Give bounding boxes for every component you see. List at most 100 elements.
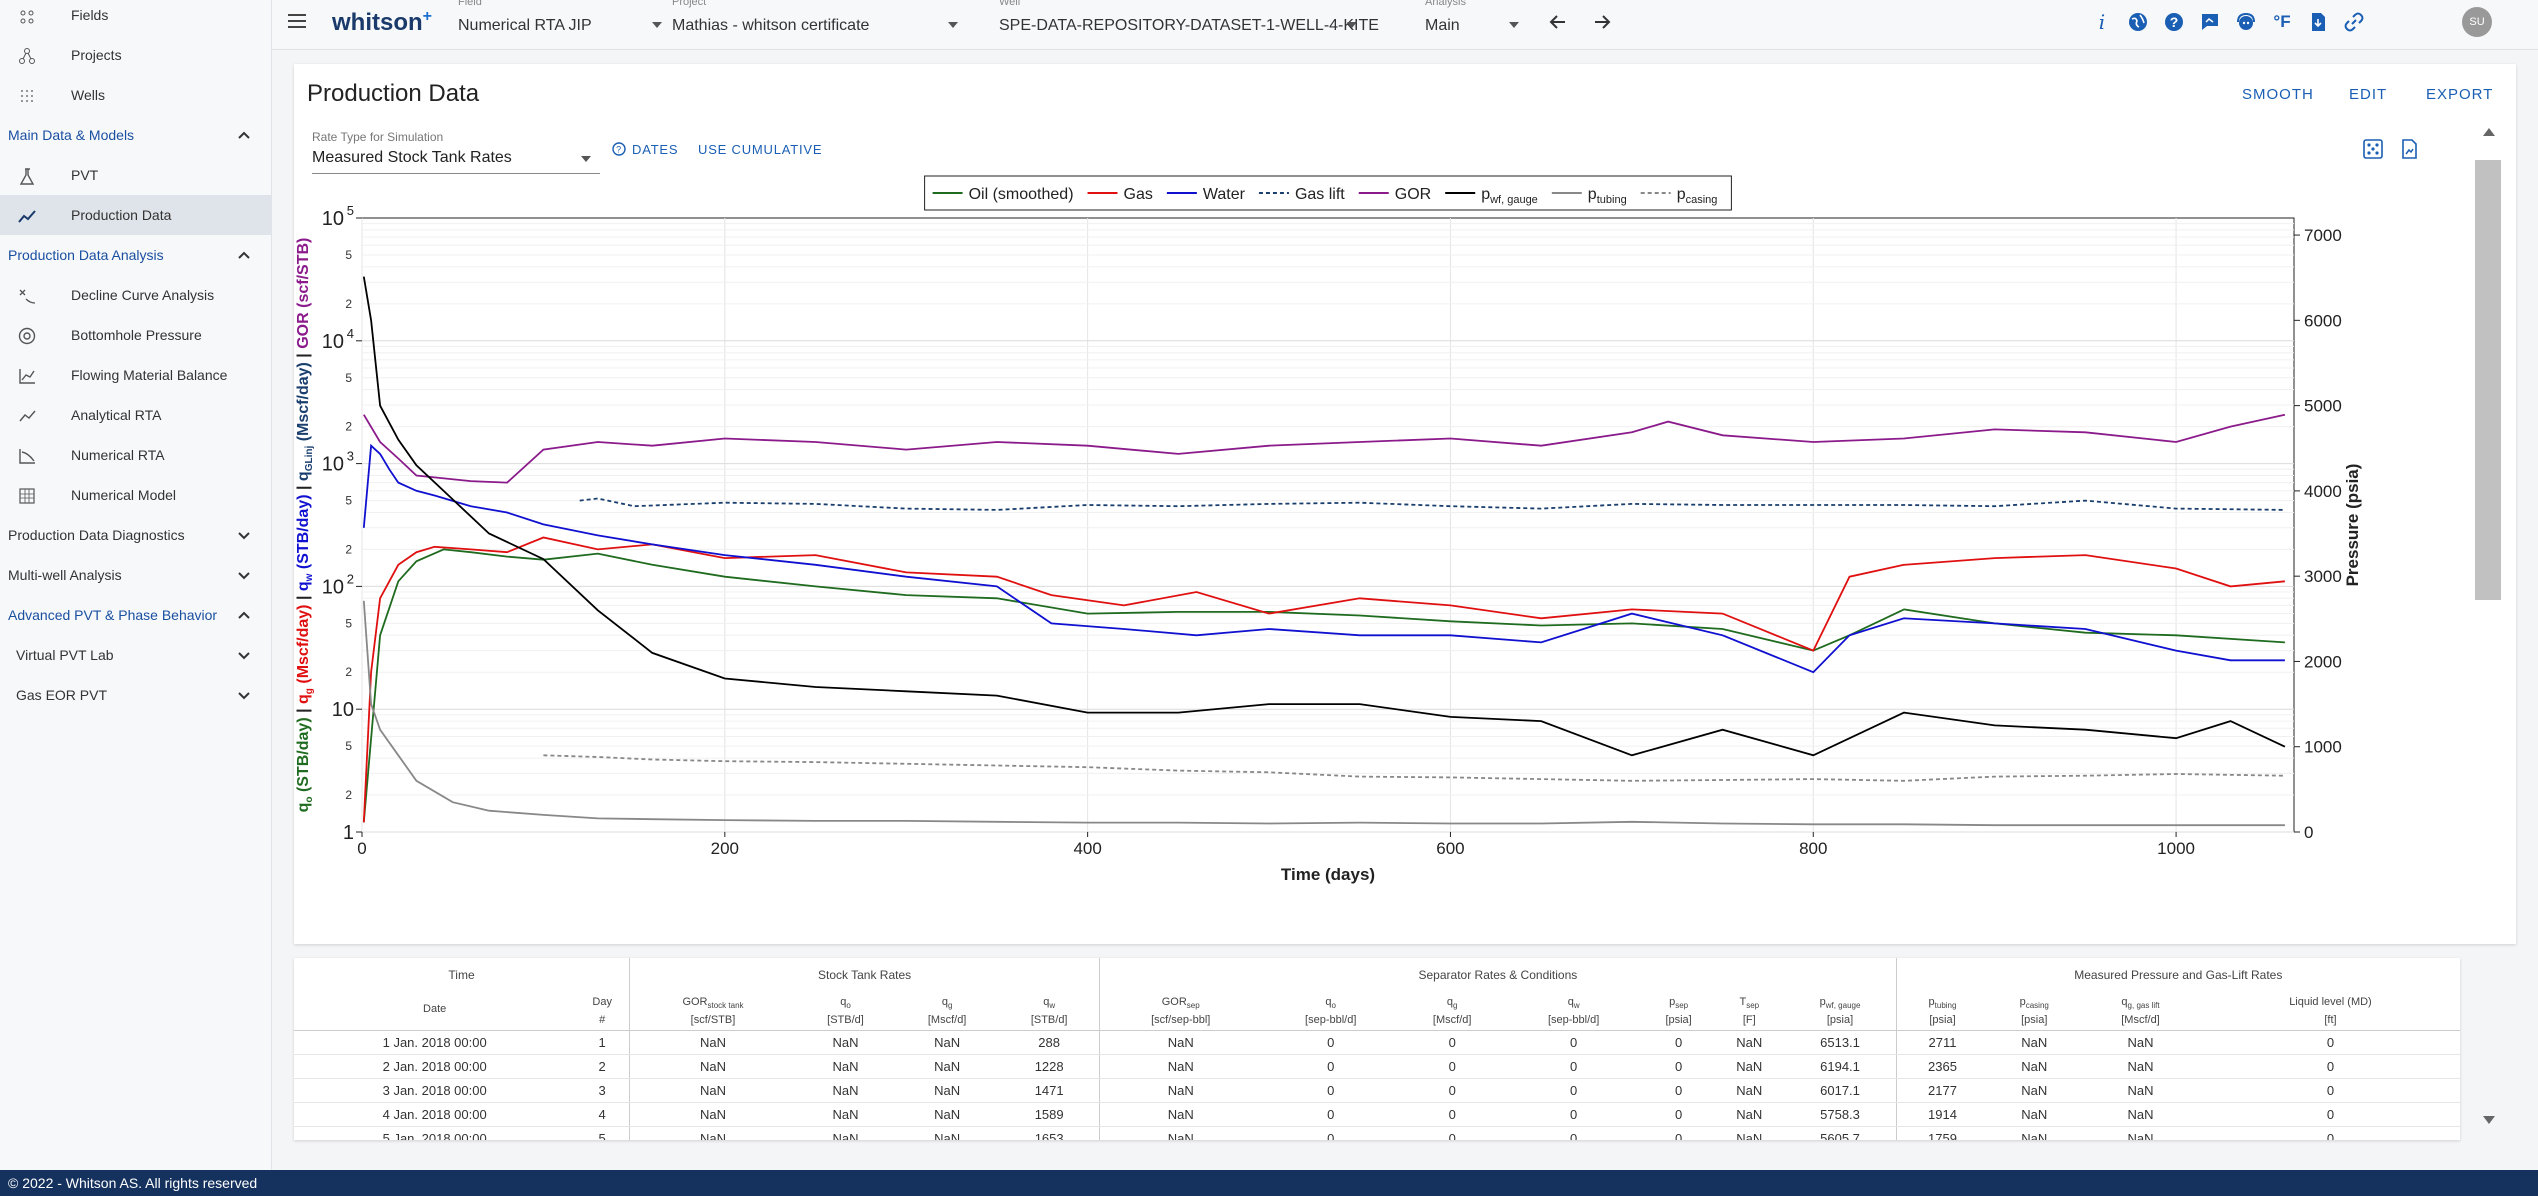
legend-label[interactable]: Gas bbox=[1124, 186, 1153, 203]
sidebar-item-bottomhole-pressure[interactable]: Bottomhole Pressure bbox=[0, 315, 271, 355]
column-header[interactable]: qo [STB/d] bbox=[795, 992, 896, 1031]
sidebar-item-numerical-rta[interactable]: Numerical RTA bbox=[0, 435, 271, 475]
use-cumulative-button[interactable]: USE CUMULATIVE bbox=[698, 142, 823, 157]
units-icon[interactable]: °F bbox=[2266, 6, 2298, 38]
smooth-button[interactable]: SMOOTH bbox=[2242, 86, 2314, 103]
x-tick-label: 600 bbox=[1436, 839, 1464, 858]
column-header[interactable]: Tsep [F] bbox=[1714, 992, 1785, 1031]
column-header[interactable]: ptubing [psia] bbox=[1896, 992, 1989, 1031]
sidebar-group-gas-eor-pvt[interactable]: Gas EOR PVT bbox=[0, 675, 271, 715]
scroll-thumb[interactable] bbox=[2475, 160, 2501, 600]
legend-label[interactable]: Gas lift bbox=[1295, 186, 1345, 203]
column-header[interactable]: pwf, gauge [psia] bbox=[1784, 992, 1897, 1031]
legend-label[interactable]: GOR bbox=[1395, 186, 1431, 203]
column-header[interactable]: pcasing [psia] bbox=[1988, 992, 2081, 1031]
column-header[interactable]: Date bbox=[294, 992, 576, 1031]
sidebar-item-pvt[interactable]: PVT bbox=[0, 155, 271, 195]
sidebar-item-numerical-model[interactable]: Numerical Model bbox=[0, 475, 271, 515]
arrow-right-icon[interactable] bbox=[1586, 6, 1618, 38]
sidebar-group-multi-well-analysis[interactable]: Multi-well Analysis bbox=[0, 555, 271, 595]
download-icon[interactable] bbox=[2302, 6, 2334, 38]
column-header[interactable]: GORstock tank [scf/STB] bbox=[629, 992, 796, 1031]
y-left-minor-label: 5 bbox=[345, 494, 352, 508]
support-icon[interactable] bbox=[2230, 6, 2262, 38]
sidebar-group-virtual-pvt-lab[interactable]: Virtual PVT Lab bbox=[0, 635, 271, 675]
y-left-axis-label-part: q bbox=[295, 694, 312, 704]
table-row[interactable]: 5 Jan. 2018 00:00 5 NaN NaN NaN 1653 NaN 0 0 0 0 Na… bbox=[294, 1126, 2460, 1140]
globe-icon[interactable] bbox=[2122, 6, 2154, 38]
sidebar-group-production-data-diagnostics[interactable]: Production Data Diagnostics bbox=[0, 515, 271, 555]
well-caption: Well bbox=[999, 0, 1021, 8]
column-header[interactable]: Day # bbox=[575, 992, 631, 1031]
sidebar-group-advanced-pvt-phase-behavior[interactable]: Advanced PVT & Phase Behavior bbox=[0, 595, 271, 635]
chevron-down-icon bbox=[238, 572, 250, 580]
analysis-select[interactable]: Analysis Main bbox=[1425, 0, 1525, 50]
sidebar-item-fields[interactable]: Fields bbox=[0, 0, 271, 35]
link-icon[interactable] bbox=[2338, 6, 2370, 38]
sidebar-item-wells[interactable]: Wells bbox=[0, 75, 271, 115]
sidebar-group-main-data-models[interactable]: Main Data & Models bbox=[0, 115, 271, 155]
column-header[interactable]: GORsep [scf/sep-bbl] bbox=[1099, 992, 1262, 1031]
column-header[interactable]: qw [STB/d] bbox=[999, 992, 1101, 1031]
column-header[interactable]: qg, gas lift [Mscf/d] bbox=[2080, 992, 2201, 1031]
table-cell: 1759 bbox=[1896, 1126, 1989, 1140]
arrow-left-icon[interactable] bbox=[1542, 6, 1574, 38]
dates-button[interactable]: ? DATES bbox=[612, 142, 678, 157]
table-row[interactable]: 1 Jan. 2018 00:00 1 NaN NaN NaN 288 NaN 0 0 0 0 NaN… bbox=[294, 1030, 2460, 1055]
vertical-scrollbar[interactable] bbox=[2470, 120, 2504, 1130]
sidebar-item-flowing-material-balance[interactable]: Flowing Material Balance bbox=[0, 355, 271, 395]
legend-label[interactable]: Water bbox=[1203, 186, 1246, 203]
brand-logo[interactable]: whitson+ bbox=[332, 8, 432, 37]
column-header[interactable]: Liquid level (MD) [ft] bbox=[2200, 992, 2460, 1031]
table-cell: 288 bbox=[999, 1030, 1101, 1055]
y-left-tick-label: 10 bbox=[332, 699, 354, 721]
info-icon[interactable]: i bbox=[2098, 10, 2106, 34]
y-right-tick-label: 4000 bbox=[2304, 482, 2342, 501]
dates-label: DATES bbox=[632, 142, 679, 157]
column-header[interactable]: qg [Mscf/d] bbox=[895, 992, 1000, 1031]
table-cell: NaN bbox=[1714, 1030, 1785, 1055]
chevron-down-icon bbox=[652, 22, 662, 28]
chart-settings-icon[interactable] bbox=[2362, 138, 2386, 162]
y-left-minor-label: 2 bbox=[345, 420, 352, 434]
rate-type-underline bbox=[312, 173, 600, 174]
sidebar-item-label: Wells bbox=[71, 87, 105, 103]
column-header[interactable]: qo [sep-bbl/d] bbox=[1261, 992, 1401, 1031]
y-left-tick-label: 10 bbox=[322, 331, 344, 353]
project-select[interactable]: Project Mathias - whitson certificate bbox=[672, 0, 972, 50]
well-grid-icon bbox=[16, 85, 38, 107]
table-row[interactable]: 3 Jan. 2018 00:00 3 NaN NaN NaN 1471 NaN 0 0 0 0 Na… bbox=[294, 1078, 2460, 1103]
y-right-tick-label: 5000 bbox=[2304, 397, 2342, 416]
column-header[interactable]: qw [sep-bbl/d] bbox=[1504, 992, 1644, 1031]
edit-button[interactable]: EDIT bbox=[2349, 86, 2388, 103]
series-line-gas-lift bbox=[579, 497, 2285, 511]
avatar[interactable]: SU bbox=[2462, 7, 2492, 37]
x-tick-label: 400 bbox=[1073, 839, 1101, 858]
column-subscript: tubing bbox=[1934, 1000, 1957, 1010]
table-cell: 1 bbox=[575, 1030, 631, 1055]
legend-label[interactable]: Oil (smoothed) bbox=[969, 186, 1074, 203]
sidebar-item-decline-curve-analysis[interactable]: Decline Curve Analysis bbox=[0, 275, 271, 315]
y-right-axis-label: Pressure (psia) bbox=[2343, 464, 2362, 587]
chart-legend[interactable]: Oil (smoothed) Gas Water Gas lift GOR pwf, ga… bbox=[924, 175, 1732, 211]
sidebar-group-production-data-analysis[interactable]: Production Data Analysis bbox=[0, 235, 271, 275]
field-select[interactable]: Field Numerical RTA JIP bbox=[458, 0, 662, 50]
table-row[interactable]: 4 Jan. 2018 00:00 4 NaN NaN NaN 1589 NaN 0 0 0 0 Na… bbox=[294, 1102, 2460, 1127]
feedback-icon[interactable] bbox=[2194, 6, 2226, 38]
scroll-down-arrow[interactable] bbox=[2483, 1116, 2495, 1124]
sidebar-item-analytical-rta[interactable]: Analytical RTA bbox=[0, 395, 271, 435]
menu-icon[interactable] bbox=[288, 12, 310, 32]
column-header[interactable]: psep [psia] bbox=[1643, 992, 1715, 1031]
table-row[interactable]: 2 Jan. 2018 00:00 2 NaN NaN NaN 1228 NaN 0 0 0 0 Na… bbox=[294, 1054, 2460, 1079]
column-header[interactable]: qg [Mscf/d] bbox=[1400, 992, 1505, 1031]
sidebar-item-projects[interactable]: Projects bbox=[0, 35, 271, 75]
table-cell: NaN bbox=[1988, 1054, 2081, 1079]
export-button[interactable]: EXPORT bbox=[2426, 86, 2494, 103]
well-select[interactable]: Well SPE-DATA-REPOSITORY-DATASET-1-WELL-… bbox=[999, 0, 1399, 50]
scroll-up-arrow[interactable] bbox=[2483, 128, 2495, 136]
sidebar-item-production-data[interactable]: Production Data bbox=[0, 195, 271, 235]
help-icon[interactable]: ? bbox=[2158, 6, 2190, 38]
chart-export-icon[interactable] bbox=[2398, 138, 2422, 162]
table-cell: NaN bbox=[629, 1054, 796, 1079]
